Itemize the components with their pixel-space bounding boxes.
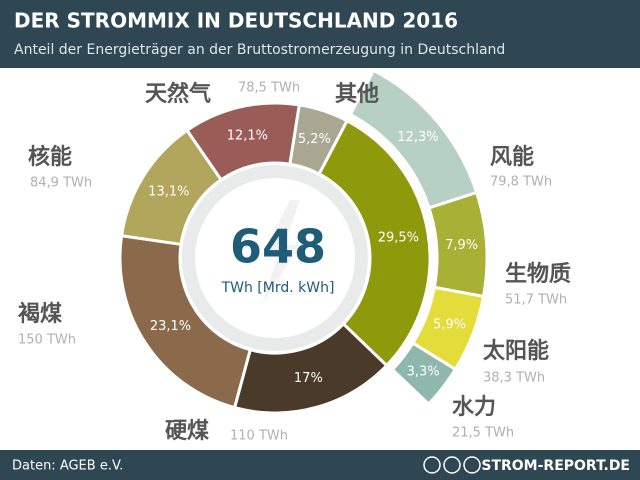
twh-label: 78,5 TWh bbox=[238, 81, 300, 96]
center-label: TWh [Mrd. kWh] bbox=[221, 280, 335, 296]
category-label: 太阳能 bbox=[483, 338, 549, 364]
category-label: 水力 bbox=[452, 395, 496, 420]
value-label: 23,1% bbox=[150, 319, 191, 334]
category-label: 生物质 bbox=[505, 261, 571, 287]
footer bbox=[0, 450, 640, 480]
value-label: 17% bbox=[294, 371, 323, 386]
value-label: 3,3% bbox=[407, 365, 440, 380]
twh-label: 21,5 TWh bbox=[452, 426, 514, 441]
inner-segment bbox=[184, 101, 301, 182]
center-value: 648 bbox=[230, 220, 326, 274]
value-label: 29,5% bbox=[378, 231, 419, 246]
category-label: 天然气 bbox=[145, 81, 211, 107]
twh-label: 51,7 TWh bbox=[505, 293, 567, 308]
chart-title: DER STROMMIX IN DEUTSCHLAND 2016 bbox=[14, 9, 458, 33]
twh-label: 150 TWh bbox=[18, 333, 76, 348]
twh-label: 38,3 TWh bbox=[483, 371, 545, 386]
category-label: 其他 bbox=[335, 82, 379, 107]
value-label: 13,1% bbox=[148, 185, 189, 200]
header bbox=[0, 0, 640, 68]
license-icons bbox=[423, 456, 481, 474]
twh-label: 79,8 TWh bbox=[490, 175, 552, 190]
chart-subtitle: Anteil der Energieträger an der Bruttost… bbox=[14, 42, 505, 58]
category-label: 核能 bbox=[28, 144, 72, 170]
inner-segment bbox=[118, 233, 253, 410]
twh-label: 84,9 TWh bbox=[30, 176, 92, 191]
outer-segment bbox=[390, 341, 458, 407]
value-label: 12,3% bbox=[397, 130, 438, 145]
center-disc bbox=[195, 178, 355, 338]
value-label: 5,2% bbox=[298, 132, 331, 147]
brand: STROM-REPORT.DE bbox=[481, 458, 630, 474]
category-label: 褐煤 bbox=[17, 301, 62, 327]
category-label: 风能 bbox=[490, 144, 534, 170]
lightning-icon bbox=[262, 200, 300, 305]
twh-label: 110 TWh bbox=[230, 429, 288, 444]
value-label: 12,1% bbox=[227, 129, 268, 144]
category-label: 硬煤 bbox=[165, 418, 209, 444]
value-label: 7,9% bbox=[445, 238, 478, 253]
source: Daten: AGEB e.V. bbox=[12, 459, 123, 474]
value-label: 5,9% bbox=[433, 318, 466, 333]
inner-segment bbox=[317, 118, 432, 368]
